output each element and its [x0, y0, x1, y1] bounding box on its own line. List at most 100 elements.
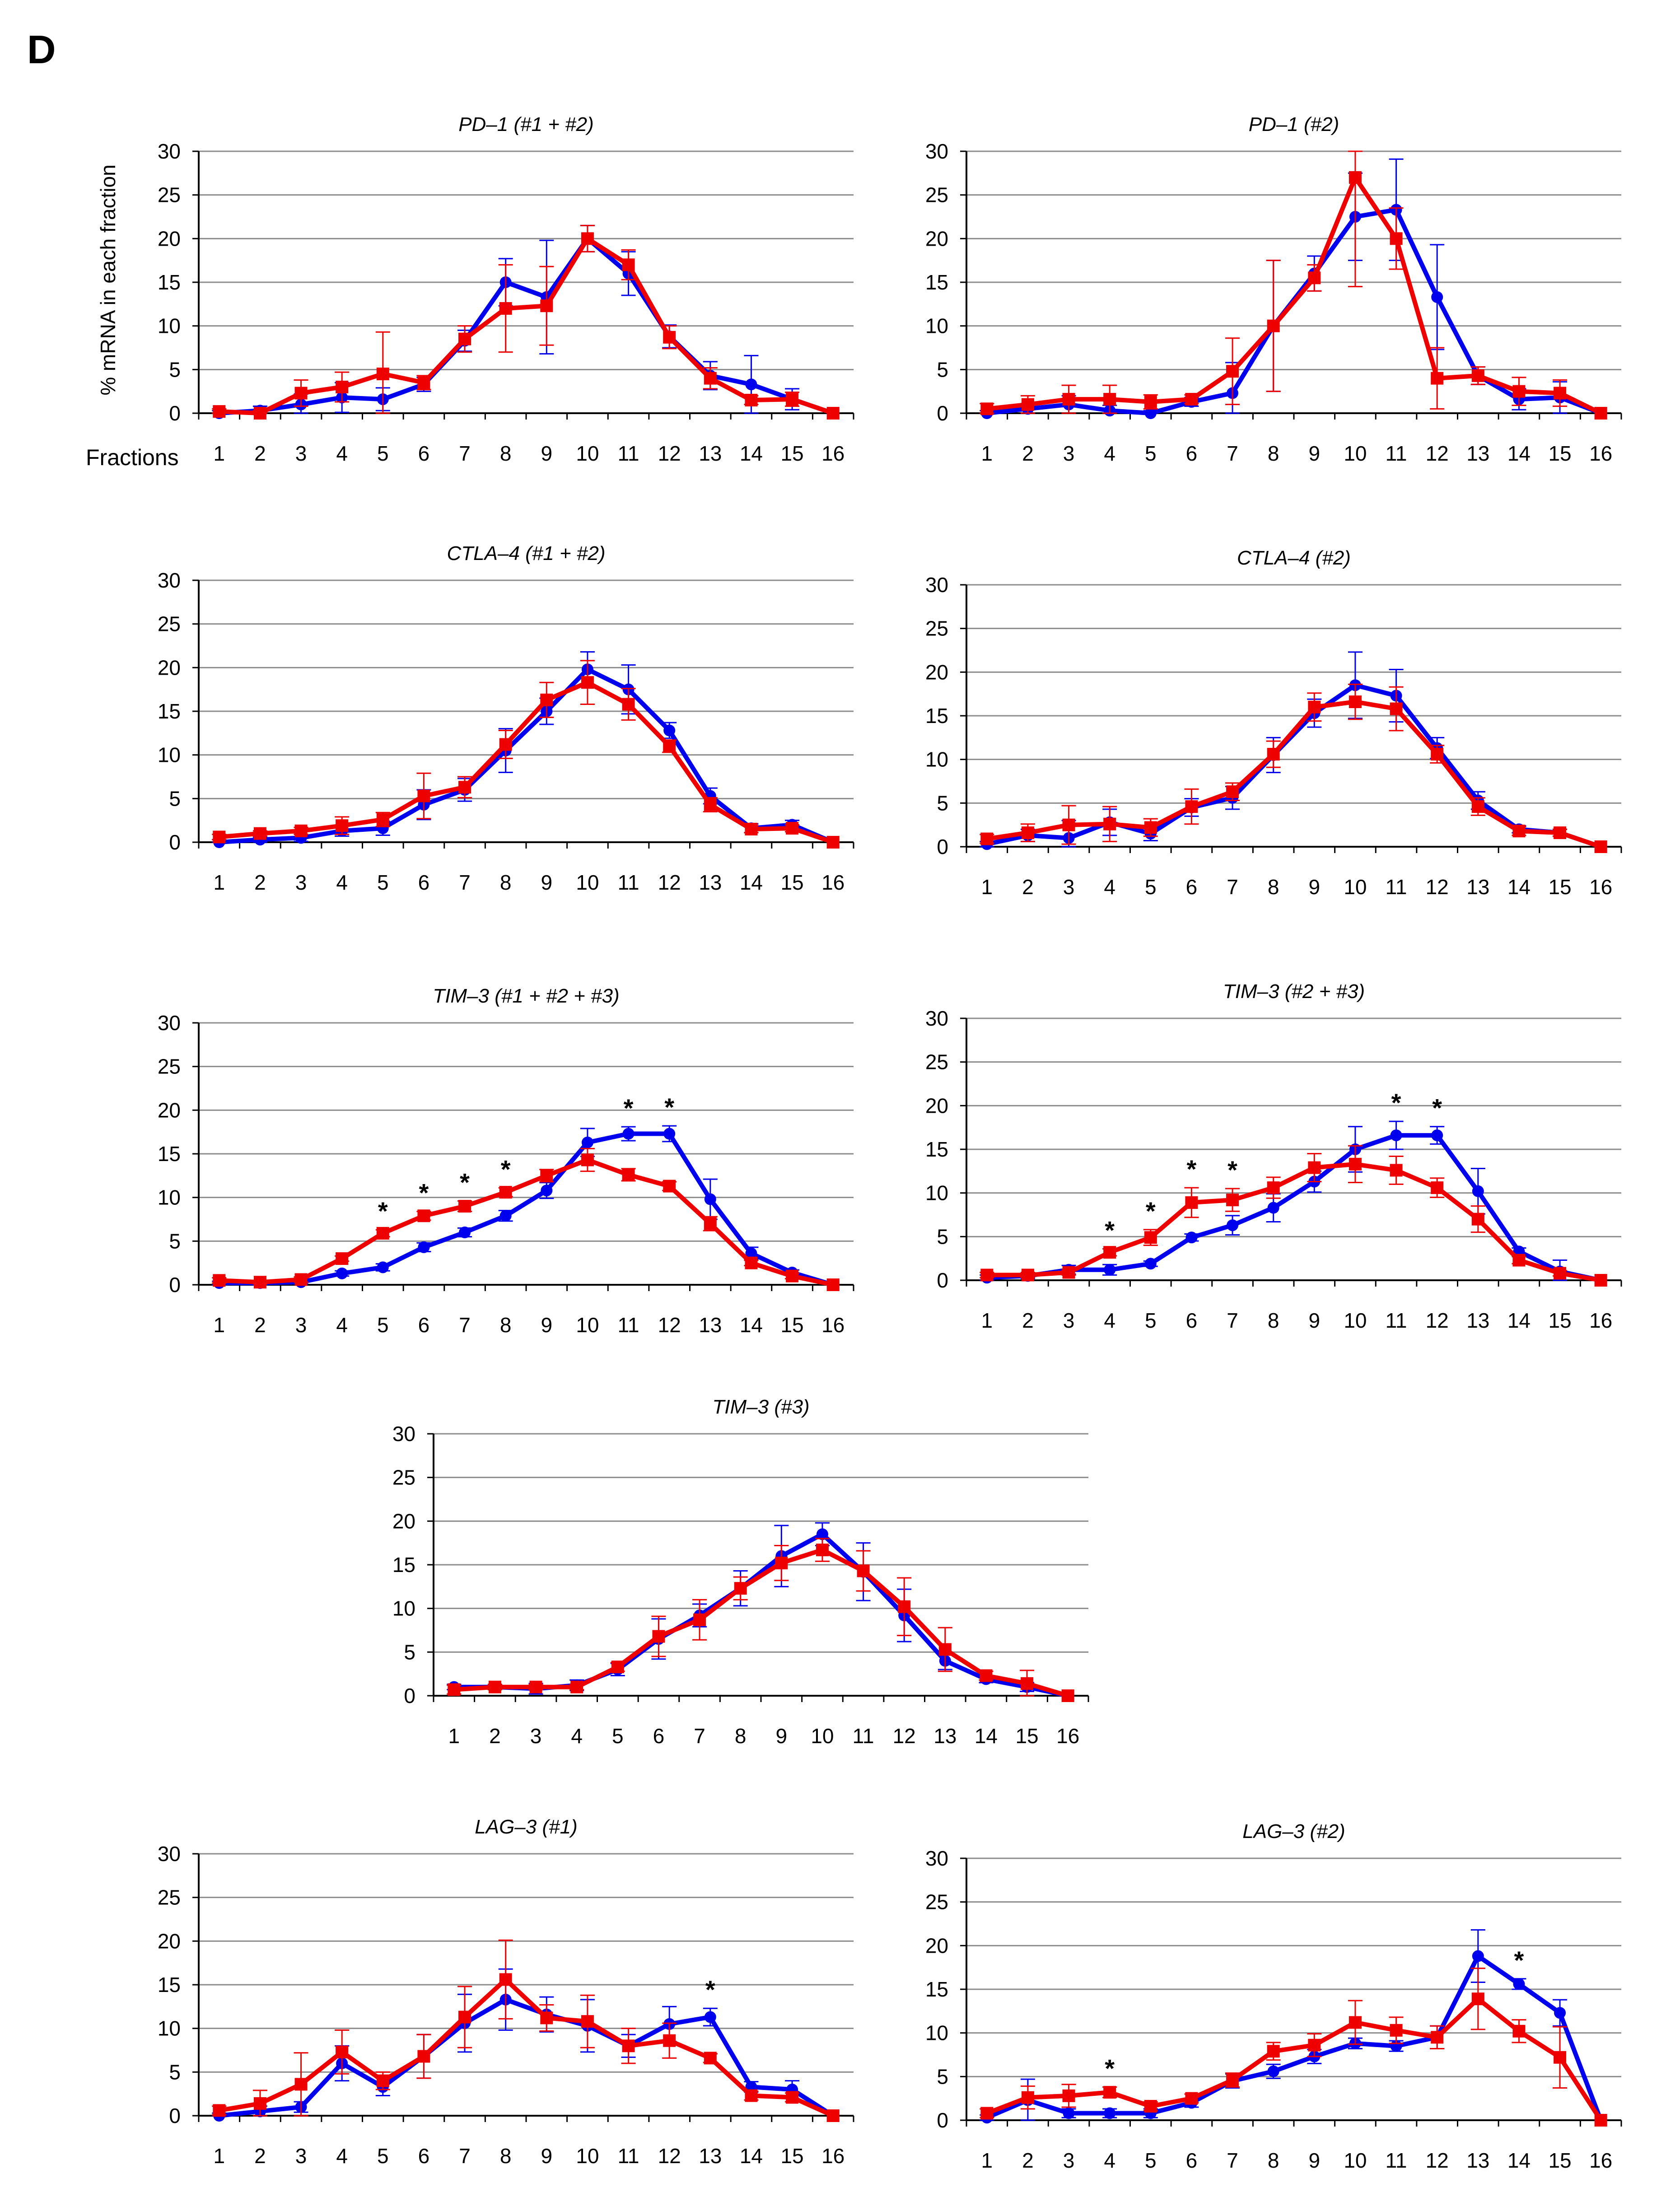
x-tick-label: 9	[1309, 875, 1321, 899]
x-tick-label: 1	[448, 1724, 460, 1748]
x-tick-label: 15	[1548, 442, 1571, 465]
y-tick-label: 25	[925, 1890, 948, 1914]
x-tick-label: 8	[1268, 2149, 1279, 2172]
data-point-red	[417, 1209, 430, 1222]
y-tick-label: 30	[158, 140, 181, 163]
y-tick-label: 30	[158, 569, 181, 592]
x-tick-label: 4	[336, 871, 348, 894]
significance-star: *	[624, 1094, 634, 1122]
x-tick-label: 6	[1186, 2149, 1198, 2172]
series-line-red	[986, 700, 1602, 849]
data-point-red	[1349, 171, 1362, 184]
x-tick-label: 12	[893, 1724, 916, 1748]
data-point-red	[1512, 1254, 1526, 1267]
chart-title: PD–1 (#1 + #2)	[458, 113, 594, 135]
data-point-red	[1390, 1164, 1403, 1177]
data-point-blue	[1431, 291, 1443, 303]
x-tick-label: 9	[541, 2144, 553, 2168]
x-tick-label: 3	[1063, 1309, 1075, 1332]
data-point-red	[499, 1186, 512, 1199]
x-tick-label: 11	[853, 1724, 874, 1748]
y-tick-label: 30	[392, 1422, 415, 1446]
x-tick-label: 11	[1386, 2149, 1407, 2172]
y-tick-label: 0	[937, 835, 948, 858]
data-point-red	[1185, 393, 1198, 406]
data-point-blue	[1431, 1129, 1443, 1142]
y-tick-label: 5	[169, 787, 181, 810]
data-point-red	[1554, 387, 1567, 400]
x-tick-label: 3	[295, 871, 307, 894]
y-tick-label: 25	[925, 183, 948, 207]
data-point-red	[294, 387, 308, 400]
y-tick-label: 15	[925, 704, 948, 728]
data-point-red	[1021, 2091, 1034, 2104]
y-tick-label: 5	[937, 358, 948, 381]
x-tick-label: 14	[740, 1313, 763, 1337]
x-tick-label: 4	[1104, 1309, 1115, 1332]
data-point-blue	[1185, 1231, 1198, 1244]
data-point-red	[1267, 748, 1280, 761]
data-point-red	[1062, 2089, 1075, 2102]
series-blue	[980, 1120, 1607, 1286]
data-point-red	[1594, 840, 1607, 853]
data-point-red	[745, 394, 758, 406]
series-line-blue	[219, 1131, 834, 1287]
series-red	[980, 1145, 1607, 1287]
y-tick-label: 10	[158, 314, 181, 338]
data-point-red	[826, 1278, 840, 1291]
x-tick-label: 5	[377, 2144, 389, 2168]
x-tick-label: 4	[571, 1724, 583, 1748]
y-tick-label: 30	[925, 1847, 948, 1870]
x-tick-label: 16	[1589, 875, 1612, 899]
data-point-blue	[336, 1267, 348, 1279]
y-tick-label: 30	[925, 140, 948, 163]
x-tick-label: 15	[1548, 875, 1571, 899]
x-tick-label: 6	[1186, 875, 1198, 899]
x-tick-label: 7	[459, 1313, 471, 1337]
x-tick-label: 4	[336, 2144, 348, 2168]
x-tick-label: 2	[254, 871, 266, 894]
data-point-blue	[663, 1128, 676, 1140]
data-point-red	[376, 813, 389, 826]
significance-star: *	[1227, 1156, 1237, 1184]
data-point-blue	[816, 1528, 828, 1540]
data-point-red	[622, 1168, 635, 1181]
significance-star: *	[1105, 2054, 1115, 2083]
data-point-red	[1267, 1181, 1280, 1194]
x-tick-label: 7	[694, 1724, 705, 1748]
y-tick-label: 5	[937, 1225, 948, 1248]
x-tick-label: 15	[780, 442, 803, 465]
y-axis-label: % mRNA in each fraction	[96, 164, 120, 395]
chart-title: PD–1 (#2)	[1249, 113, 1339, 135]
data-point-red	[294, 1273, 308, 1286]
data-point-red	[253, 1276, 266, 1289]
data-point-red	[898, 1600, 911, 1613]
x-tick-label: 1	[214, 871, 225, 894]
series-line-blue	[986, 207, 1602, 415]
x-tick-label: 1	[981, 2149, 993, 2172]
x-tick-label: 11	[618, 1313, 639, 1337]
x-tick-label: 10	[576, 442, 599, 465]
data-point-red	[1431, 748, 1444, 761]
y-tick-label: 10	[925, 1181, 948, 1205]
x-tick-label: 12	[1426, 1309, 1449, 1332]
y-tick-label: 15	[158, 700, 181, 723]
y-tick-label: 15	[925, 271, 948, 294]
x-tick-label: 13	[933, 1724, 957, 1748]
panel-letter: D	[27, 27, 56, 72]
data-point-red	[1144, 821, 1157, 834]
y-tick-label: 20	[925, 1934, 948, 1957]
series-line-red	[986, 175, 1602, 415]
data-point-red	[1226, 785, 1239, 798]
y-tick-label: 15	[925, 1978, 948, 2001]
data-point-red	[499, 302, 512, 315]
data-point-red	[1144, 2100, 1157, 2113]
data-point-red	[1062, 818, 1075, 831]
x-tick-label: 14	[1507, 2149, 1531, 2172]
significance-star: *	[1187, 1155, 1197, 1183]
x-tick-label: 2	[1022, 1309, 1034, 1332]
x-tick-label: 6	[418, 2144, 430, 2168]
